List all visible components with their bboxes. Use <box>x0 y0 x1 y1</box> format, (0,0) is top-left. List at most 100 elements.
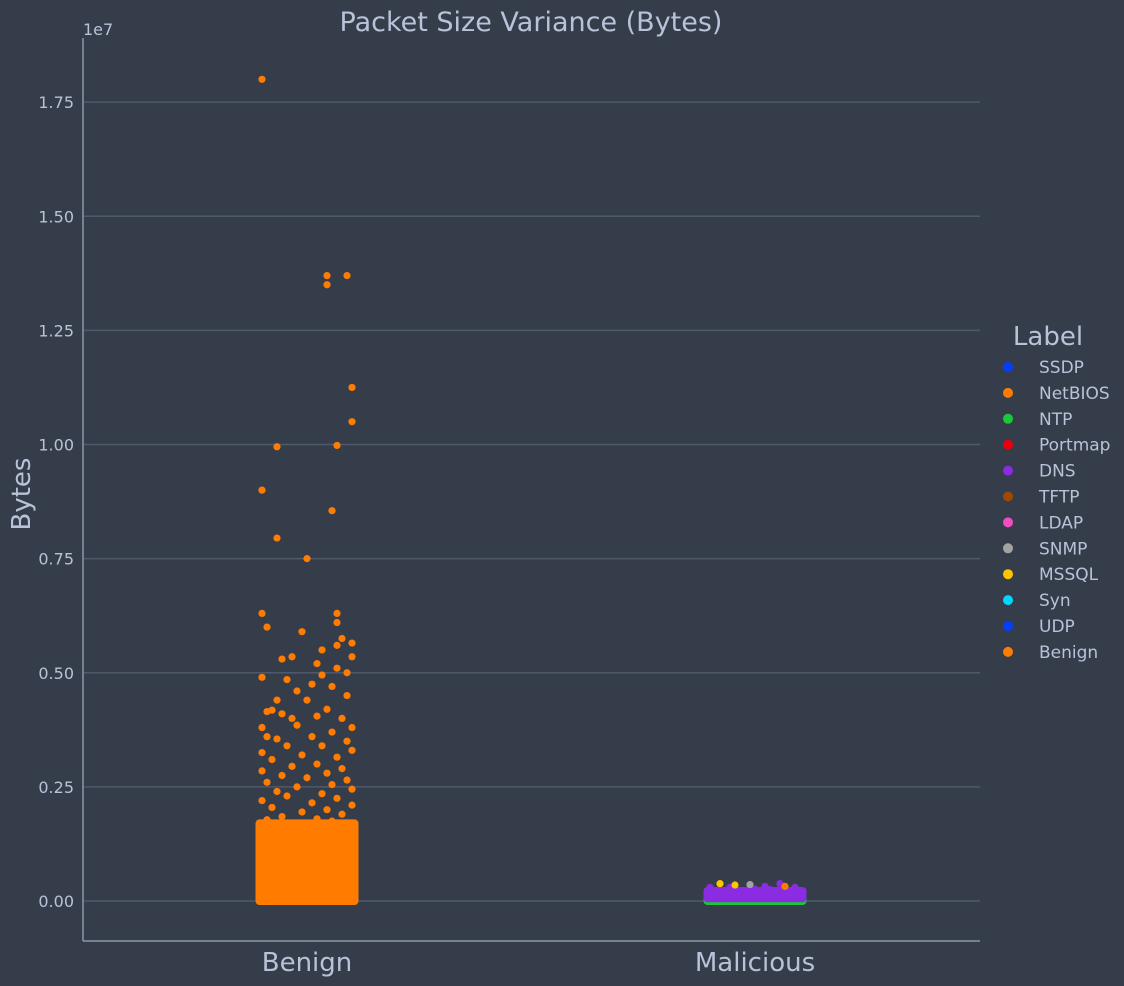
data-point <box>258 673 266 681</box>
y-tick-label: 0.50 <box>38 664 74 683</box>
legend-label: Syn <box>1039 591 1071 611</box>
data-point <box>258 749 266 757</box>
data-point <box>268 803 276 812</box>
data-point <box>323 271 331 280</box>
legend-label: LDAP <box>1039 513 1083 533</box>
data-point <box>273 735 281 743</box>
data-point <box>263 816 271 824</box>
y-tick-label: 1.50 <box>38 207 74 226</box>
data-point <box>348 653 356 661</box>
data-point <box>303 555 311 563</box>
data-point <box>328 682 336 691</box>
data-point <box>313 760 321 768</box>
data-point <box>348 639 356 647</box>
legend-label: NetBIOS <box>1039 384 1110 404</box>
data-point <box>328 780 336 789</box>
legend-marker <box>1003 465 1013 476</box>
data-point <box>333 441 341 450</box>
data-point <box>273 787 281 796</box>
data-point <box>303 774 311 782</box>
data-point <box>283 792 291 800</box>
data-point <box>348 418 356 426</box>
y-tick-label: 0.25 <box>38 778 74 797</box>
data-point <box>781 882 789 890</box>
data-point <box>258 486 266 494</box>
legend-marker <box>1003 543 1013 554</box>
data-point <box>716 885 724 894</box>
data-point <box>333 664 341 672</box>
data-point <box>278 771 286 780</box>
legend-marker <box>1003 362 1013 372</box>
data-point <box>288 653 296 661</box>
data-point <box>278 655 286 663</box>
data-point <box>731 881 739 889</box>
data-point <box>298 628 306 636</box>
data-point <box>343 271 351 280</box>
legend-label: Portmap <box>1039 436 1110 456</box>
data-point <box>288 714 296 723</box>
data-point <box>268 755 276 764</box>
data-point <box>343 776 351 784</box>
data-point <box>333 641 341 649</box>
data-point <box>746 880 754 889</box>
data-point <box>716 880 724 888</box>
chart-title: Packet Size Variance (Bytes) <box>340 7 723 38</box>
data-point <box>328 817 336 825</box>
data-point <box>273 443 281 451</box>
data-point <box>333 609 341 618</box>
x-ticks: Benign Malicious <box>262 948 815 978</box>
legend-label: NTP <box>1039 410 1072 430</box>
y-axis-offset-label: 1e7 <box>83 20 113 39</box>
data-point <box>258 767 266 775</box>
data-point <box>323 769 331 777</box>
data-point <box>343 737 351 745</box>
data-point <box>263 778 271 786</box>
legend-label: UDP <box>1039 617 1075 637</box>
legend-label: SNMP <box>1039 539 1087 559</box>
data-point <box>323 705 331 713</box>
legend-marker <box>1003 569 1013 580</box>
gridlines <box>83 101 980 902</box>
data-point <box>348 723 356 732</box>
data-point <box>268 706 276 714</box>
data-point <box>328 507 336 515</box>
y-tick-label: 1.75 <box>38 93 74 112</box>
data-point <box>263 733 271 741</box>
data-point <box>318 646 326 654</box>
data-point <box>323 806 331 814</box>
data-point <box>318 790 326 798</box>
data-point <box>313 660 321 668</box>
legend-marker <box>1003 413 1013 424</box>
data-point <box>333 753 341 761</box>
data-point <box>293 687 301 695</box>
data-point <box>263 623 271 631</box>
data-point <box>766 885 774 894</box>
data-point <box>338 765 346 773</box>
dense-cluster <box>255 819 359 905</box>
y-ticks: 0.00 0.25 0.50 0.75 1.00 1.25 1.50 1.75 <box>38 93 74 911</box>
y-tick-label: 1.25 <box>38 321 74 340</box>
legend-label: TFTP <box>1038 488 1080 508</box>
data-point <box>333 794 341 802</box>
legend-marker <box>1003 621 1013 631</box>
data-point <box>313 712 321 720</box>
y-tick-label: 1.00 <box>38 436 74 455</box>
legend-marker <box>1003 517 1013 528</box>
data-point <box>308 799 316 807</box>
data-point <box>273 534 281 542</box>
data-point <box>751 885 759 893</box>
data-point <box>283 675 291 684</box>
legend-marker <box>1003 387 1013 398</box>
data-point <box>791 883 799 891</box>
legend-marker <box>1003 491 1013 502</box>
data-point <box>288 762 296 770</box>
data-point <box>348 746 356 754</box>
data-point <box>348 801 356 809</box>
data-point <box>303 696 311 704</box>
y-tick-label: 0.00 <box>38 892 74 911</box>
data-point <box>258 723 266 732</box>
data-point <box>273 696 281 704</box>
legend-marker <box>1003 595 1013 606</box>
data-point <box>293 721 301 729</box>
